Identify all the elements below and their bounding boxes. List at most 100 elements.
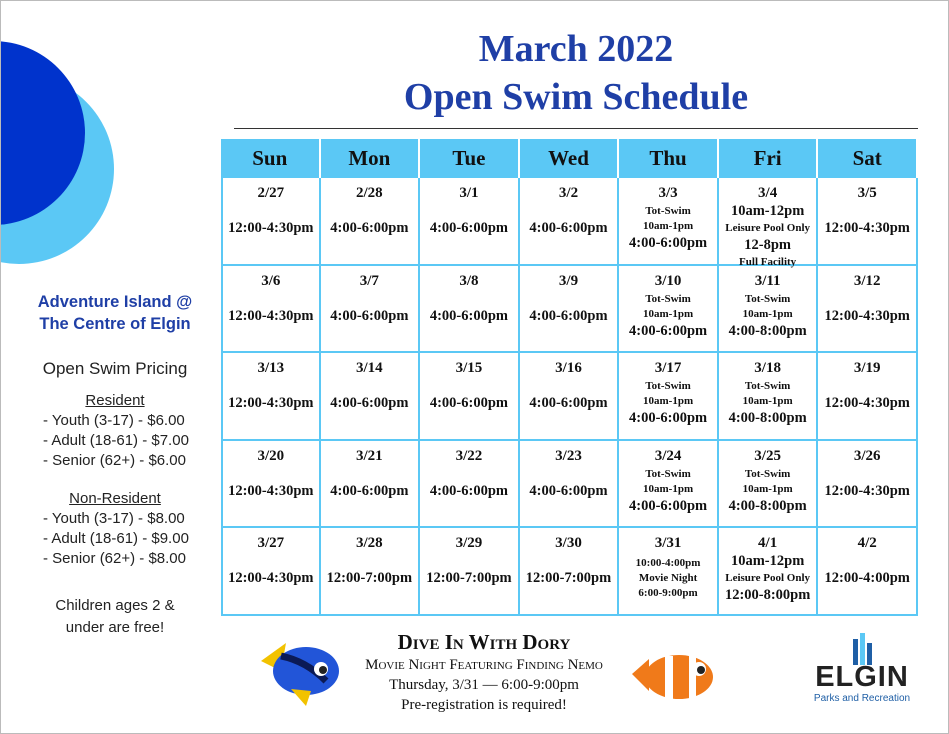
date: 3/17 [654,360,682,376]
hours: 10:00-4:00pm Movie Night 6:00-9:00pm [636,552,701,614]
date: 3/25 [754,447,781,464]
date: 3/26 [853,447,881,464]
hours: 4:00-6:00pm [430,202,508,264]
day-cell: 3/4 10am-12pm Leisure Pool Only 12-8pm Full … [718,178,819,268]
day-cell: 3/25 Tot-Swim 10am-1pm 4:00-8:00pm [718,440,819,528]
hours-line: 10am-12pm [730,203,805,219]
day-header: Mon [320,139,421,178]
price-group-heading: Non-Resident [69,490,161,507]
hours-line: 4:00-6:00pm [330,307,409,324]
hours-note: 10am-1pm [643,395,694,408]
hours-line: 12:00-7:00pm [426,570,512,587]
hours-line: 4:00-6:00pm [529,307,608,324]
hours-line: 12:00-8:00pm [724,587,811,604]
hours-line: 4:00-6:00pm [429,307,508,324]
hours-note: 10:00-4:00pm [635,557,701,570]
hours-line: 12:00-4:30pm [824,220,910,237]
price-item: - Youth (3-17) - $8.00 [43,510,185,527]
hours-line: 4:00-6:00pm [330,220,409,237]
date: 3/8 [459,272,479,289]
hours-line: 4:00-6:00pm [330,482,409,499]
day-cell: 3/9 4:00-6:00pm [519,265,620,353]
hours-line: 12:00-7:00pm [326,570,413,587]
date: 3/14 [356,360,383,376]
hours: Tot-Swim 10am-1pm 4:00-6:00pm [629,465,707,527]
hours: 12:00-7:00pm [426,552,511,614]
day-cell: 4/2 12:00-4:00pm [818,528,918,616]
hours-line: 4:00-6:00pm [429,482,508,499]
hours: 4:00-6:00pm [430,290,508,352]
hours-line: 4:00-8:00pm [728,410,807,427]
date: 3/9 [558,272,579,289]
event-title: Dive In With Dory [397,630,571,654]
hours: 10am-12pm Leisure Pool Only 12:00-8:00pm [725,552,810,614]
logo-name: ELGIN [815,661,909,693]
price-item: - Youth (3-17) - $6.00 [43,412,185,429]
day-header: Fri [718,139,819,178]
hours-line: 12-8pm [744,237,791,253]
date: 3/4 [758,185,778,201]
hours-line: 4:00-6:00pm [628,497,708,514]
hours: Tot-Swim 10am-1pm 4:00-6:00pm [629,290,707,352]
nemo-illustration [632,655,713,699]
day-cell: 4/1 10am-12pm Leisure Pool Only 12:00-8:00p… [718,528,819,616]
date: 3/21 [356,447,383,464]
price-list: - Youth (3-17) - $8.00 - Adult (18-61) - … [15,509,215,569]
date: 3/6 [261,272,281,289]
hours: 12:00-4:30pm [228,552,313,614]
event-line: Pre-registration is required! [401,697,567,713]
hours-note: Leisure Pool Only [725,572,810,585]
hours: 4:00-6:00pm [529,377,607,439]
pricing-title: Open Swim Pricing [42,359,188,378]
note: Children ages 2 & under are free! [15,595,215,639]
hours-line: 4:00-6:00pm [429,220,508,237]
date: 3/7 [359,272,379,289]
day-cell: 3/15 4:00-6:00pm [420,353,520,441]
hours: 4:00-6:00pm [330,377,408,439]
divider [234,128,918,129]
logo: ELGIN Parks and Recreation [797,661,927,704]
logo-tagline: Parks and Recreation [813,693,911,704]
hours-note: 10am-1pm [742,395,793,408]
day-cell: 3/20 12:00-4:30pm [221,440,321,528]
price-item: - Adult (18-61) - $9.00 [43,530,189,547]
day-cell: 2/27 12:00-4:30pm [221,178,321,266]
day-cell: 3/27 12:00-4:30pm [221,528,321,616]
hours: 12:00-4:30pm [825,202,910,264]
hours-line: 12:00-4:30pm [824,395,910,412]
hours: Tot-Swim 10am-1pm 4:00-8:00pm [729,465,807,527]
hours: 4:00-6:00pm [529,465,607,527]
note-line: Children ages 2 & [55,597,175,614]
event-line: Thursday, 3/31 — 6:00-9:00pm [389,677,579,693]
hours-line: 4:00-6:00pm [529,482,608,499]
date: 3/11 [754,272,781,289]
hours: 12:00-4:30pm [825,465,910,527]
hours-note: 10am-1pm [742,482,793,495]
hours: 10am-12pm Leisure Pool Only 12-8pm Full Fac… [725,202,810,278]
hours: 12:00-7:00pm [327,552,412,614]
day-cell: 3/3 Tot-Swim 10am-1pm 4:00-6:00pm [619,178,719,266]
sidebar: Adventure Island @ The Centre of Elgin Ope… [15,291,215,639]
day-cell: 3/6 12:00-4:30pm [221,265,321,353]
date: 3/13 [257,360,285,376]
hours-line: 12:00-4:30pm [824,307,910,324]
hours: Tot-Swim 10am-1pm 4:00-8:00pm [729,377,807,439]
hours-line: 4:00-6:00pm [628,235,708,252]
price-list: - Youth (3-17) - $6.00 - Adult (18-61) - … [15,411,215,471]
hours: Tot-Swim 10am-1pm 4:00-8:00pm [729,290,807,352]
day-cell: 3/29 12:00-7:00pm [420,528,520,616]
hours: 12:00-4:30pm [825,290,910,352]
date: 3/19 [853,360,881,376]
hours-note: 6:00-9:00pm [638,587,698,600]
hours-line: 4:00-6:00pm [628,322,708,339]
hours: Tot-Swim 10am-1pm 4:00-6:00pm [629,377,707,439]
hours: 4:00-6:00pm [529,290,607,352]
hours: 12:00-7:00pm [526,552,611,614]
hours-note: Full Facility [739,256,797,268]
hours: 12:00-4:30pm [228,465,313,527]
date: 4/2 [857,535,877,551]
date: 3/2 [558,185,579,201]
title: March 2022 Open Swim Schedule [234,25,918,121]
